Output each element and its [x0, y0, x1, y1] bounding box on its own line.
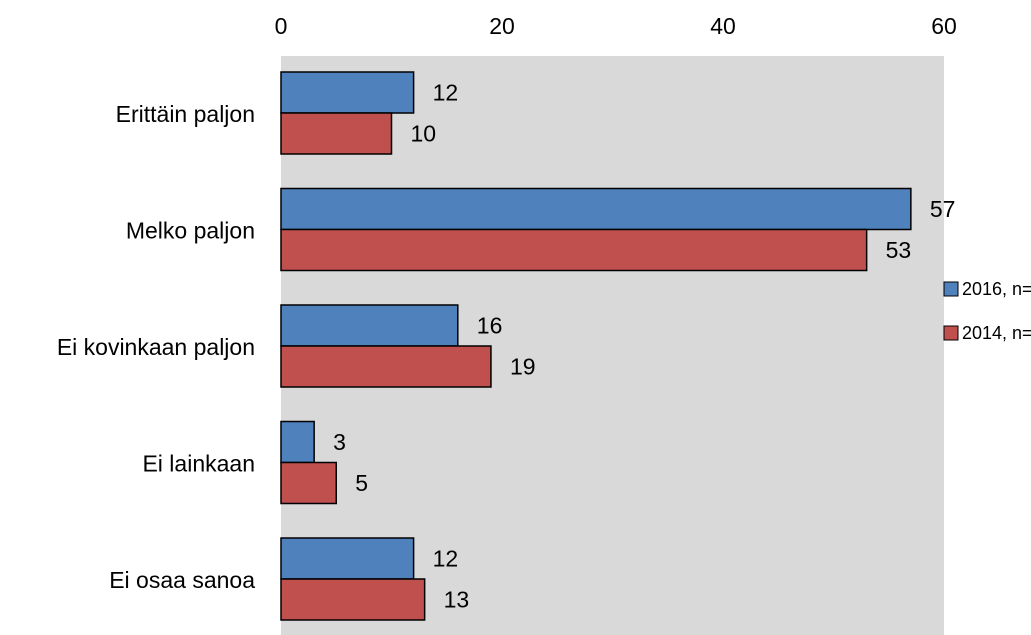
bar-series: [280, 71, 912, 621]
bar-series-2: [280, 461, 337, 505]
category-label: Ei kovinkaan paljon: [57, 334, 255, 360]
legend-swatch: [943, 325, 959, 341]
bar-series-1: [280, 304, 459, 347]
data-label: 3: [333, 429, 346, 455]
bar-series-1: [280, 537, 415, 580]
data-label: 16: [477, 313, 503, 339]
data-label: 5: [355, 470, 368, 496]
data-label: 12: [433, 80, 459, 106]
bar-series-2: [280, 228, 868, 272]
legend: 2016, n=1070 2014, n=1100: [943, 279, 1031, 343]
bar-series-1: [280, 187, 912, 231]
x-tick-label: 0: [275, 13, 288, 39]
data-labels: 12 10 57 53 16 19 35 12 13: [333, 80, 955, 613]
data-label: 57: [930, 196, 956, 222]
legend-label: 2016, n=1070: [962, 279, 1031, 299]
x-axis-ticks: 0 20 40 60: [275, 13, 957, 39]
data-label: 19: [510, 354, 536, 380]
bar-series-1: [280, 71, 415, 114]
x-tick-label: 60: [931, 13, 957, 39]
x-tick-label: 40: [710, 13, 736, 39]
bar-series-1: [280, 420, 315, 464]
x-tick-label: 20: [489, 13, 515, 39]
category-label: Melko paljon: [126, 218, 255, 244]
category-label: Ei lainkaan: [142, 451, 255, 477]
data-label: 12: [433, 546, 459, 572]
legend-label: 2014, n=1100: [962, 323, 1031, 343]
data-label: 13: [444, 587, 470, 613]
data-label: 53: [886, 237, 912, 263]
data-label: 10: [411, 121, 437, 147]
category-label: Ei osaa sanoa: [109, 567, 255, 593]
category-labels: Erittäin paljon Melko paljon Ei kovinkaan …: [57, 101, 255, 593]
category-label: Erittäin paljon: [116, 101, 255, 127]
bar-series-2: [280, 112, 393, 155]
bar-series-2: [280, 345, 492, 388]
bar-series-2: [280, 578, 426, 621]
legend-swatch: [943, 281, 959, 297]
